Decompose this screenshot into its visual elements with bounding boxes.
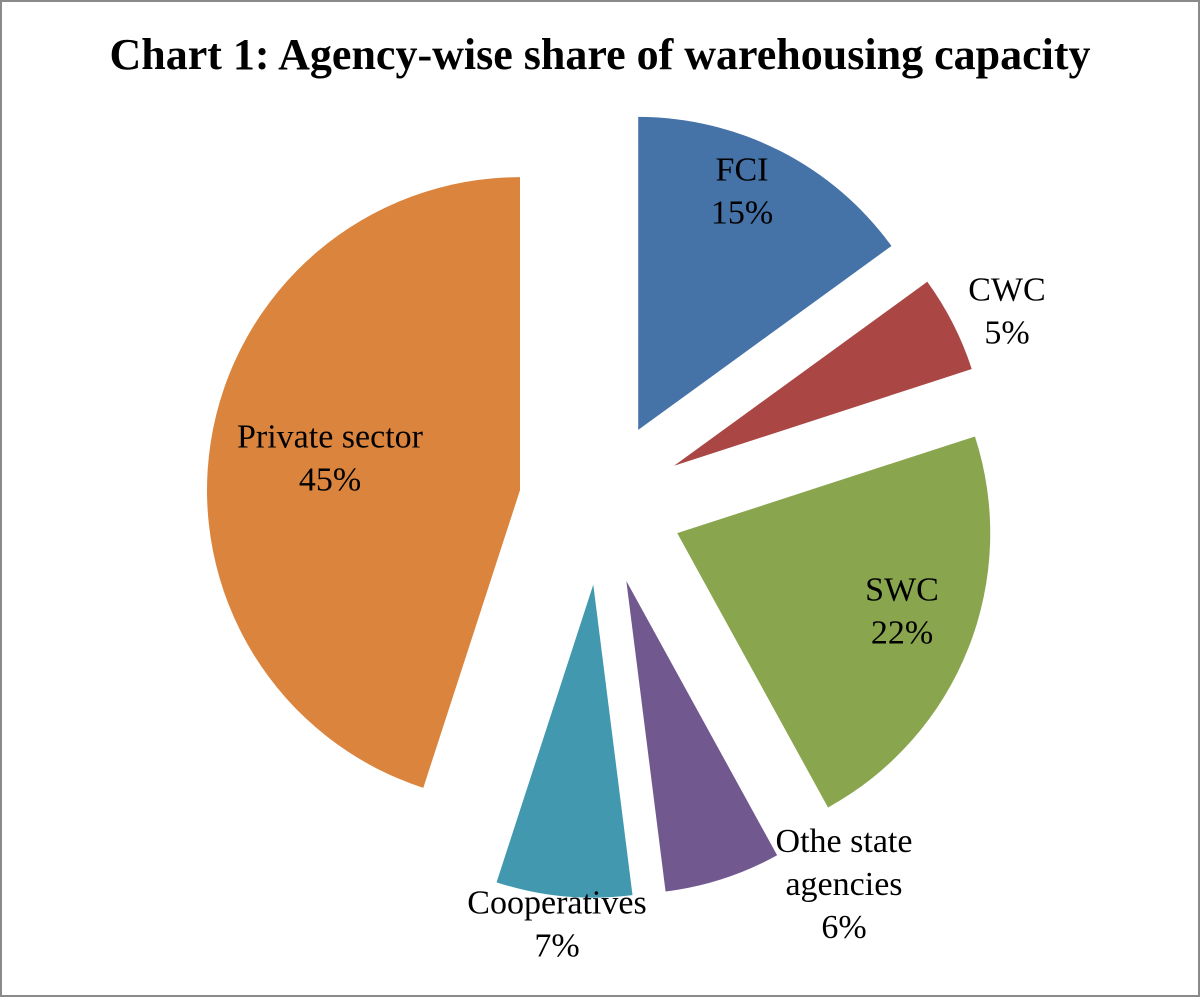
pie-slice-cwc	[674, 281, 972, 466]
data-label-line: 45%	[299, 462, 361, 499]
data-label: Cooperatives 7%	[467, 885, 646, 965]
data-label-line: 15%	[711, 195, 773, 232]
data-label: FCI 15%	[711, 152, 773, 232]
data-label-line: 5%	[984, 315, 1029, 352]
pie-slice-fci	[638, 116, 892, 430]
data-label: SWC 22%	[865, 572, 939, 652]
data-label-line: 6%	[821, 909, 866, 946]
pie-slice-swc	[677, 436, 991, 808]
data-label-line: 7%	[534, 928, 579, 965]
data-label-line: agencies	[785, 866, 902, 903]
chart-title: Chart 1: Agency-wise share of warehousin…	[109, 30, 1091, 79]
data-label-line: 22%	[871, 615, 933, 652]
data-label: Private sector 45%	[237, 419, 424, 499]
data-label-line: Othe state	[776, 823, 913, 860]
data-label-line: SWC	[865, 572, 939, 609]
pie-slice-cooperatives	[496, 584, 633, 898]
data-label: Othe state agencies 6%	[776, 823, 913, 946]
pie-slice-private-sector	[207, 177, 521, 788]
pie-slice-othe-state-agencies	[626, 580, 778, 892]
data-label-line: FCI	[716, 152, 769, 189]
data-label-line: Private sector	[237, 419, 424, 456]
data-label: CWC 5%	[968, 272, 1045, 352]
data-label-line: CWC	[968, 272, 1045, 309]
data-label-line: Cooperatives	[467, 885, 646, 922]
